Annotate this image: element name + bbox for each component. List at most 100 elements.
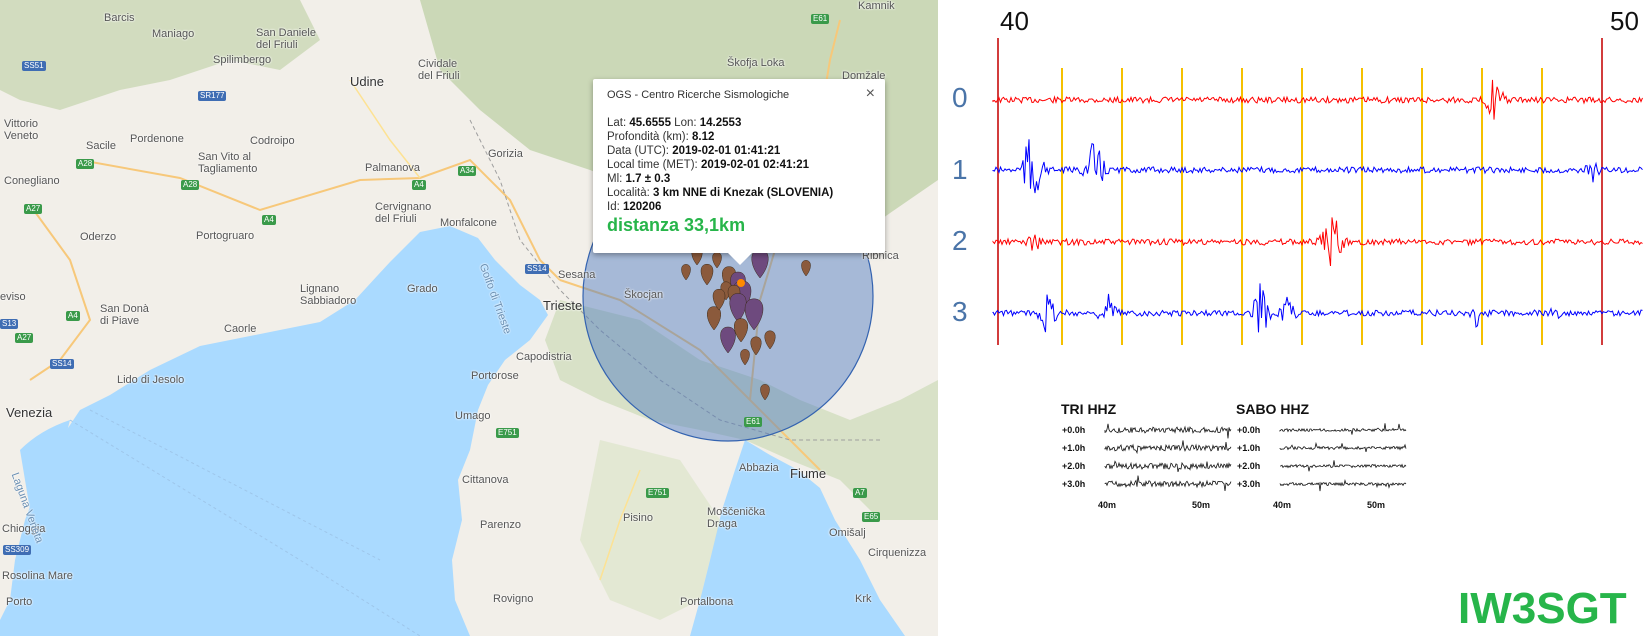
place-label: Spilimbergo	[213, 54, 272, 66]
place-label: Capodistria	[516, 351, 572, 363]
road-shield: SS14	[525, 264, 549, 274]
heli-row-label: +1.0h	[1062, 443, 1086, 453]
locality-label: Località:	[607, 187, 650, 199]
channel-label-3: 3	[952, 296, 968, 327]
time-tick-right: 50	[1610, 6, 1639, 36]
heli-row-label: +0.0h	[1237, 425, 1261, 435]
place-label: Portalbona	[680, 596, 734, 608]
helicorder-trace	[1104, 440, 1232, 455]
road-shield: E61	[744, 417, 763, 427]
helicorder-plots	[1104, 423, 1407, 492]
close-icon[interactable]: ×	[865, 85, 875, 102]
popup-depth: Profondità (km): 8.12	[607, 131, 714, 143]
road-shield: A4	[66, 311, 80, 321]
time-gridlines	[997, 38, 1603, 345]
earthquake-marker-icon[interactable]	[760, 384, 770, 401]
popup-local: Local time (MET): 2019-02-01 02:41:21	[607, 159, 809, 171]
place-label: Rosolina Mare	[2, 570, 73, 582]
road-shield: A4	[412, 180, 426, 190]
road-shield: S13	[0, 319, 19, 329]
place-label: Omišalj	[829, 527, 866, 539]
channel-label-2: 2	[952, 225, 968, 256]
heli-row-label: +3.0h	[1062, 479, 1086, 489]
time-tick-left: 40	[1000, 6, 1029, 36]
event-info-popup: × OGS - Centro Ricerche Sismologiche Lat…	[593, 79, 885, 265]
place-label: Kamnik	[858, 0, 895, 12]
place-label: San Vito al Tagliamento	[198, 151, 258, 175]
earthquake-marker-icon[interactable]	[712, 288, 726, 311]
earthquake-marker-icon[interactable]	[801, 260, 811, 277]
road-shield: E65	[862, 512, 881, 522]
place-label: Portorose	[471, 370, 519, 382]
popup-tail	[728, 253, 752, 265]
lon-label: Lon:	[674, 117, 697, 129]
local-value: 2019-02-01 02:41:21	[700, 159, 810, 171]
heli-xlabel-right: 50m	[1367, 500, 1386, 510]
helicorder-title-sabo: SABO HHZ	[1236, 401, 1310, 417]
road-shield: E751	[646, 488, 669, 498]
heli-row-label: +2.0h	[1237, 461, 1261, 471]
place-label: Umago	[455, 410, 491, 422]
ml-label: Ml:	[607, 173, 623, 185]
lat-label: Lat:	[607, 117, 627, 129]
heli-row-label: +1.0h	[1237, 443, 1261, 453]
map-panel[interactable]: Barcis Maniago San Daniele del Friuli Spilim…	[0, 0, 938, 636]
place-label: eviso	[0, 291, 26, 303]
road-shield: A27	[24, 204, 43, 214]
earthquake-marker-icon[interactable]	[764, 330, 776, 350]
id-label: Id:	[607, 201, 620, 213]
place-label: Pordenone	[130, 133, 184, 145]
lat-value: 45.6555	[629, 117, 671, 129]
earthquake-marker-icon[interactable]	[744, 298, 764, 331]
place-label: Palmanova	[365, 162, 421, 174]
earthquake-marker-icon[interactable]	[720, 326, 736, 354]
utc-label: Data (UTC):	[607, 145, 669, 157]
place-label: Krk	[855, 593, 872, 605]
heli-xlabel-left: 40m	[1273, 500, 1292, 510]
place-label: Lido di Jesolo	[117, 374, 185, 386]
place-label: Škofja Loka	[727, 57, 785, 69]
earthquake-marker-icon[interactable]	[707, 306, 721, 331]
place-label: Chioggia	[2, 523, 46, 535]
epicenter-marker-icon[interactable]	[737, 279, 745, 287]
earthquake-markers	[681, 246, 811, 401]
earthquake-marker-icon[interactable]	[681, 264, 691, 281]
place-label: Monfalcone	[440, 217, 497, 229]
road-shield: A28	[76, 159, 95, 169]
seismic-trace	[992, 283, 1643, 333]
place-label: Udine	[350, 74, 384, 89]
popup-id: Id: 120206	[607, 201, 661, 213]
popup-utc: Data (UTC): 2019-02-01 01:41:21	[607, 145, 780, 157]
helicorder-trace	[1279, 478, 1407, 492]
road-shield: E751	[496, 428, 519, 438]
road-shield: E61	[811, 14, 830, 24]
helicorder-trace	[1104, 475, 1232, 491]
place-label: Vittorio Veneto	[4, 118, 39, 142]
place-label: Moščenička Draga	[707, 506, 766, 530]
earthquake-marker-icon[interactable]	[750, 336, 762, 356]
popup-latlon: Lat: 45.6555 Lon: 14.2553	[607, 117, 741, 129]
channel-label-0: 0	[952, 82, 968, 113]
place-label: Rovigno	[493, 593, 534, 605]
locality-value: 3 km NNE di Knezak (SLOVENIA)	[653, 187, 834, 199]
earthquake-marker-icon[interactable]	[734, 318, 748, 343]
place-label: Cittanova	[462, 474, 509, 486]
heli-row-label: +2.0h	[1062, 461, 1086, 471]
local-label: Local time (MET):	[607, 159, 698, 171]
lon-value: 14.2553	[699, 117, 742, 129]
place-label: Abbazia	[739, 462, 779, 474]
place-label: Pisino	[623, 512, 653, 524]
place-label: Caorle	[224, 323, 257, 335]
place-label: Codroipo	[250, 135, 295, 147]
place-label: Sacile	[86, 140, 116, 152]
road-shield: A27	[15, 333, 34, 343]
place-label: Conegliano	[4, 175, 60, 187]
helicorder-trace	[1104, 423, 1232, 439]
earthquake-marker-icon[interactable]	[700, 263, 714, 286]
earthquake-marker-icon[interactable]	[740, 349, 750, 366]
road-shield: SS309	[3, 545, 32, 555]
station-callsign: IW3SGT	[1458, 584, 1627, 633]
road-shield: A34	[458, 166, 477, 176]
seismic-trace	[992, 79, 1643, 120]
earthquake-marker-icon[interactable]	[729, 293, 747, 323]
